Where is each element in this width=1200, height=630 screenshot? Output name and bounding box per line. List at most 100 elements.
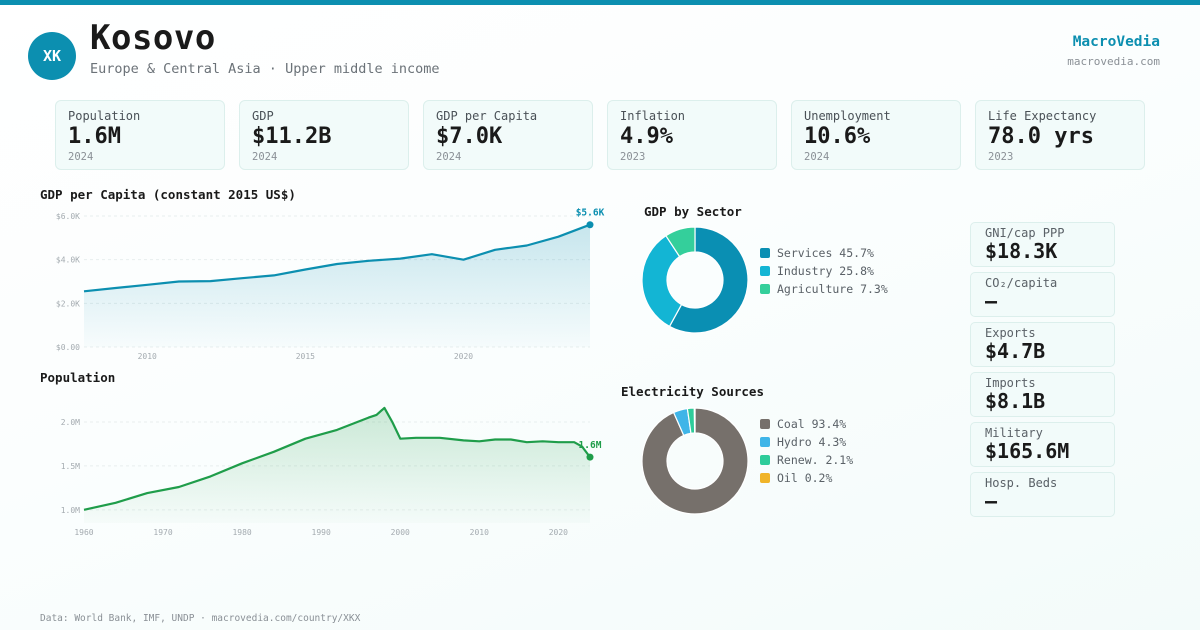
stat-value: $18.3K	[985, 239, 1058, 263]
legend-swatch	[760, 419, 770, 429]
legend-item-services: Services 45.7%	[760, 244, 888, 262]
legend-swatch	[760, 455, 770, 465]
kpi-value: 10.6%	[804, 124, 871, 149]
kpi-label: Population	[68, 109, 141, 123]
electricity-chart-title: Electricity Sources	[621, 384, 764, 399]
kpi-label: GDP per Capita	[436, 109, 538, 123]
x-tick-label: 1960	[74, 528, 93, 537]
stat-label: Exports	[985, 326, 1036, 340]
x-tick-label: 2020	[454, 352, 473, 361]
series-line	[83, 406, 591, 511]
legend-label: Industry 25.8%	[777, 264, 874, 278]
x-tick-label: 1970	[153, 528, 172, 537]
stat-card-co2: CO₂/capita —	[970, 272, 1115, 317]
series-line	[83, 223, 591, 293]
kpi-year: 2024	[68, 151, 94, 163]
stat-value: —	[985, 289, 998, 313]
y-tick-label: $4.0K	[56, 256, 80, 265]
area-fill	[84, 407, 590, 523]
legend-item-renewables: Renew. 2.1%	[760, 451, 853, 469]
kpi-label: Unemployment	[804, 109, 891, 123]
legend-swatch	[760, 248, 770, 258]
kpi-value: 4.9%	[620, 124, 673, 149]
slice-oil	[693, 407, 696, 434]
stat-label: Hosp. Beds	[985, 476, 1058, 490]
kpi-value: 78.0 yrs	[988, 124, 1094, 149]
gdp-per-capita-chart: $0.00 $2.0K $4.0K $6.0K 2010 2015 2020 $5.6K	[56, 208, 605, 361]
stat-value: $165.6M	[985, 439, 1070, 463]
legend-item-coal: Coal 93.4%	[760, 415, 853, 433]
legend-item-industry: Industry 25.8%	[760, 262, 888, 280]
stat-card-imports: Imports $8.1B	[970, 372, 1115, 417]
kpi-year: 2023	[620, 151, 646, 163]
page-subtitle: Europe & Central Asia · Upper middle inc…	[90, 61, 440, 77]
legend-label: Agriculture 7.3%	[777, 282, 888, 296]
population-chart: 1.0M 1.5M 2.0M 1960 1970 1980 1990 2000 2010 2020…	[61, 406, 602, 537]
kpi-card-life-expectancy: Life Expectancy 78.0 yrs 2023	[975, 100, 1145, 170]
x-tick-label: 2010	[138, 352, 157, 361]
kpi-value: $7.0K	[436, 124, 503, 149]
last-point-marker	[586, 453, 594, 461]
last-value-label: 1.6M	[579, 440, 602, 451]
slice-agriculture	[665, 226, 696, 258]
last-value-label: $5.6K	[576, 208, 605, 219]
kpi-label: Inflation	[620, 109, 686, 123]
legend-label: Renew. 2.1%	[777, 453, 854, 467]
legend-swatch	[760, 473, 770, 483]
kpi-value: 1.6M	[68, 124, 121, 149]
x-tick-label: 2020	[549, 528, 568, 537]
kpi-card-unemployment: Unemployment 10.6% 2024	[791, 100, 961, 170]
brand-logo-text[interactable]: MacroVedia	[1072, 34, 1160, 50]
gdp-chart-title: GDP per Capita (constant 2015 US$)	[40, 187, 296, 202]
kpi-card-population: Population 1.6M 2024	[55, 100, 225, 170]
kpi-year: 2024	[436, 151, 462, 163]
population-chart-title: Population	[40, 370, 116, 385]
legend-swatch	[760, 437, 770, 447]
y-tick-label: $0.00	[56, 343, 80, 352]
sector-legend: Services 45.7% Industry 25.8% Agricultur…	[760, 244, 888, 298]
y-tick-label: 2.0M	[61, 418, 80, 427]
kpi-year: 2024	[804, 151, 830, 163]
slice-coal	[641, 407, 749, 515]
kpi-label: Life Expectancy	[988, 109, 1097, 123]
legend-swatch	[760, 284, 770, 294]
legend-item-agriculture: Agriculture 7.3%	[760, 280, 888, 298]
stat-label: GNI/cap PPP	[985, 226, 1065, 240]
electricity-legend: Coal 93.4% Hydro 4.3% Renew. 2.1% Oil 0.…	[760, 415, 853, 487]
kpi-value: $11.2B	[252, 124, 332, 149]
x-tick-label: 2015	[296, 352, 315, 361]
legend-label: Coal 93.4%	[777, 417, 847, 431]
kpi-card-inflation: Inflation 4.9% 2023	[607, 100, 777, 170]
legend-item-oil: Oil 0.2%	[760, 469, 853, 487]
brand-url[interactable]: macrovedia.com	[1067, 55, 1160, 68]
area-fill	[84, 224, 590, 347]
legend-label: Oil 0.2%	[777, 471, 833, 485]
stat-value: —	[985, 489, 998, 513]
stat-label: Military	[985, 426, 1043, 440]
legend-item-hydro: Hydro 4.3%	[760, 433, 853, 451]
stat-card-exports: Exports $4.7B	[970, 322, 1115, 367]
top-accent-bar	[0, 0, 1200, 5]
legend-swatch	[760, 266, 770, 276]
x-tick-label: 2000	[391, 528, 410, 537]
stat-label: CO₂/capita	[985, 276, 1058, 290]
kpi-card-gdp: GDP $11.2B 2024	[239, 100, 409, 170]
x-tick-label: 1980	[232, 528, 251, 537]
footer-source: Data: World Bank, IMF, UNDP · macrovedia…	[40, 613, 361, 624]
y-tick-label: 1.5M	[61, 462, 80, 471]
y-tick-label: $6.0K	[56, 212, 80, 221]
slice-services	[668, 226, 749, 334]
kpi-year: 2024	[252, 151, 278, 163]
stat-card-gni-ppp: GNI/cap PPP $18.3K	[970, 222, 1115, 267]
kpi-year: 2023	[988, 151, 1014, 163]
x-tick-label: 2010	[470, 528, 489, 537]
page-title: Kosovo	[90, 18, 216, 58]
sector-chart-title: GDP by Sector	[644, 204, 742, 219]
kpi-label: GDP	[252, 109, 274, 123]
last-point-marker	[586, 221, 594, 229]
kpi-card-gdp-per-capita: GDP per Capita $7.0K 2024	[423, 100, 593, 170]
gdp-by-sector-donut	[641, 226, 749, 334]
x-tick-label: 1990	[312, 528, 331, 537]
y-tick-label: 1.0M	[61, 506, 80, 515]
stat-value: $8.1B	[985, 389, 1046, 413]
